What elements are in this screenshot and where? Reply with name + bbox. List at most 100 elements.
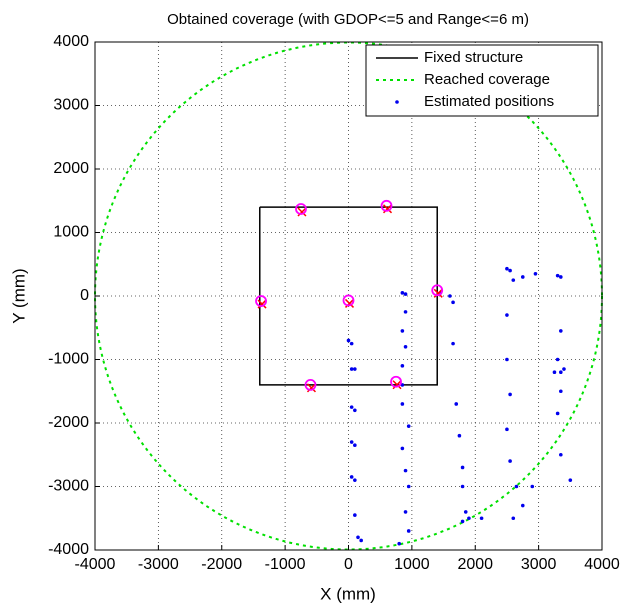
position-dot <box>403 292 408 296</box>
position-dot <box>514 484 519 489</box>
position-dot <box>508 459 512 463</box>
position-dot <box>559 452 563 457</box>
legend-label: Reached coverage <box>424 71 550 88</box>
position-dot <box>463 510 468 514</box>
legend-label: Fixed structure <box>424 49 523 66</box>
anchor-circle <box>431 284 444 297</box>
x-tick-label: -1000 <box>265 556 306 573</box>
position-dot <box>353 443 357 448</box>
x-tick-label: -4000 <box>75 556 116 573</box>
position-dot <box>511 278 516 282</box>
position-dot <box>349 341 354 346</box>
x-tick-label: 4000 <box>584 556 620 573</box>
position-dot <box>555 411 560 416</box>
position-dot <box>530 484 535 489</box>
y-tick-label: 0 <box>80 287 89 304</box>
anchor-circle <box>342 294 355 307</box>
position-dot <box>349 367 354 371</box>
y-tick-label: -4000 <box>48 541 89 558</box>
y-tick-label: 3000 <box>53 97 89 114</box>
anchor-circle <box>380 199 393 212</box>
position-dot <box>460 484 465 489</box>
x-axis-label: X (mm) <box>320 584 376 603</box>
position-dot <box>451 300 455 305</box>
position-dot <box>505 357 509 362</box>
x-tick-label: -2000 <box>201 556 242 573</box>
position-dot <box>508 268 512 273</box>
position-dot <box>353 367 357 371</box>
position-dot <box>400 402 405 406</box>
position-dot <box>403 310 408 314</box>
position-dot <box>457 433 462 438</box>
position-dot <box>349 440 354 444</box>
anchor-cross <box>306 383 317 393</box>
structure-line <box>259 206 438 386</box>
x-tick-label: -3000 <box>138 556 179 573</box>
position-dot <box>460 519 465 524</box>
anchor-circle <box>390 375 402 388</box>
position-dot <box>511 516 516 521</box>
position-dot <box>406 424 411 428</box>
y-tick-label: -1000 <box>48 351 89 368</box>
position-dot <box>467 516 471 521</box>
position-dot <box>568 478 573 482</box>
y-tick-label: 1000 <box>53 224 89 241</box>
position-dot <box>559 370 563 375</box>
y-axis-label: Y (mm) <box>9 268 28 323</box>
position-dot <box>403 510 408 514</box>
position-dot <box>403 468 408 473</box>
position-dot <box>349 405 354 409</box>
position-dot <box>349 475 354 479</box>
position-dot <box>406 484 411 489</box>
anchor-cross <box>433 288 443 298</box>
position-dot <box>397 541 402 546</box>
position-dot <box>460 465 465 470</box>
position-dot <box>346 338 351 343</box>
position-dot <box>353 513 357 517</box>
position-dot <box>448 294 452 298</box>
position-dot <box>505 266 509 271</box>
position-dot <box>508 392 512 397</box>
chart-title: Obtained coverage (with GDOP<=5 and Rang… <box>167 11 529 28</box>
position-dot <box>400 329 405 333</box>
position-dot <box>359 538 363 543</box>
position-dot <box>353 408 357 413</box>
position-dot <box>400 291 405 295</box>
y-tick-label: 4000 <box>53 33 89 50</box>
position-dot <box>400 364 405 368</box>
anchor-circle <box>304 378 317 391</box>
plot-frame <box>94 41 603 551</box>
anchor-cross <box>297 207 307 217</box>
position-dot <box>555 357 560 362</box>
position-dot <box>520 503 525 508</box>
position-dot <box>353 478 357 482</box>
position-dot <box>451 341 455 346</box>
position-dot <box>559 389 563 394</box>
position-dot <box>559 275 563 279</box>
position-dot <box>403 345 408 349</box>
y-tick-label: -2000 <box>48 414 89 431</box>
position-dot <box>479 516 484 521</box>
position-dot <box>562 367 566 371</box>
x-tick-label: 0 <box>344 556 353 573</box>
x-tick-label: 2000 <box>457 556 493 573</box>
position-dot <box>406 529 411 533</box>
anchor-cross <box>392 380 402 390</box>
x-tick-label: 3000 <box>521 556 557 573</box>
legend-swatch <box>395 100 399 104</box>
position-dot <box>552 370 557 375</box>
position-dot <box>520 275 525 279</box>
anchor-cross <box>344 298 355 308</box>
anchor-circle <box>295 203 307 215</box>
position-dot <box>555 273 560 278</box>
anchor-cross <box>382 204 393 214</box>
position-dot <box>505 313 509 317</box>
anchor-cross <box>257 299 267 309</box>
x-tick-label: 1000 <box>394 556 430 573</box>
position-dot <box>505 427 509 432</box>
position-dot <box>454 402 459 406</box>
y-tick-label: -3000 <box>48 478 89 495</box>
position-dot <box>400 446 405 451</box>
legend-label: Estimated positions <box>424 93 554 110</box>
